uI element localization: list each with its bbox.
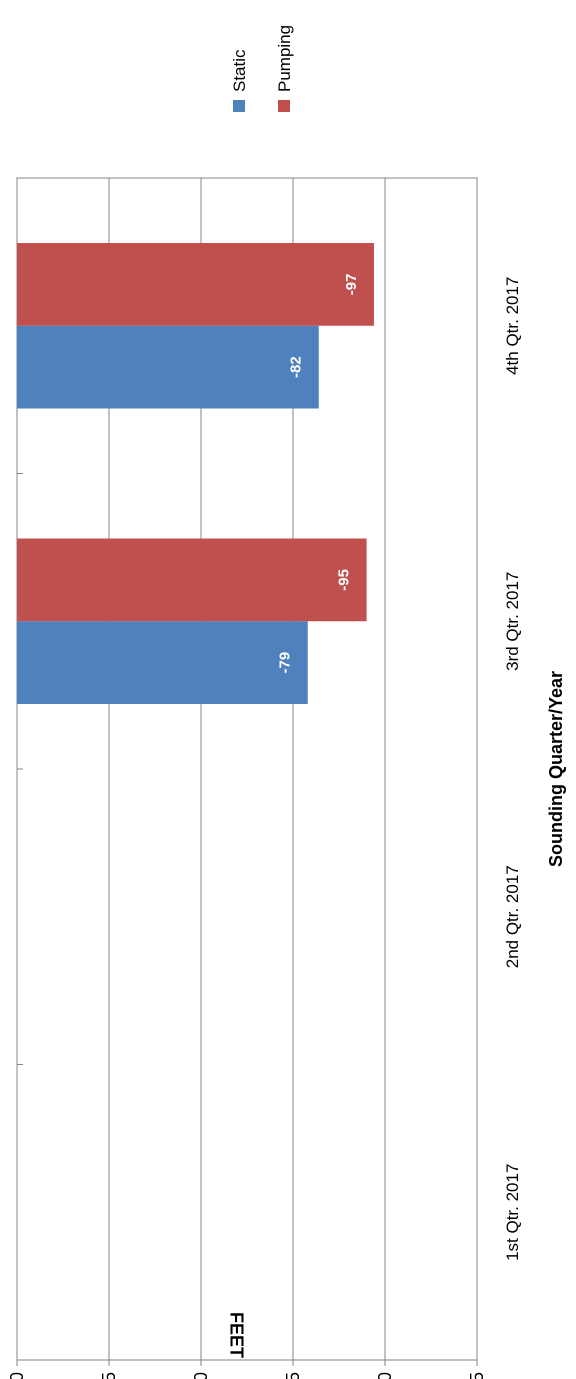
category-label: 4th Qtr. 2017 (503, 277, 522, 375)
data-label: -82 (288, 356, 305, 378)
legend-label: Pumping (275, 25, 294, 92)
category-label: 2nd Qtr. 2017 (503, 865, 522, 968)
value-tick-label: -25 (99, 1372, 119, 1379)
value-tick-label: -50 (191, 1372, 211, 1379)
bar-pumping (17, 243, 374, 326)
legend: Static Pumping (230, 25, 294, 112)
data-labels: -79 -95 -82 -97 (277, 274, 360, 674)
legend-label: Static (230, 49, 249, 92)
y-axis-title: FEET (226, 1312, 246, 1358)
data-label: -95 (336, 569, 353, 591)
category-label: 1st Qtr. 2017 (503, 1164, 522, 1261)
category-label: 3rd Qtr. 2017 (503, 572, 522, 671)
category-axis-labels: 1st Qtr. 2017 2nd Qtr. 2017 3rd Qtr. 2017 4… (503, 277, 522, 1261)
value-tick-label: -75 (283, 1372, 303, 1379)
bars (17, 243, 374, 704)
value-tick-label: 0 (7, 1372, 27, 1379)
bar-pumping (17, 538, 367, 622)
data-label: -79 (277, 652, 294, 674)
legend-swatch (233, 100, 245, 112)
value-axis-ticks: 0 -25 -50 -75 -100 -125 (7, 473, 487, 1379)
legend-swatch (278, 100, 290, 112)
data-label: -97 (343, 274, 360, 296)
value-tick-label: -100 (375, 1372, 395, 1379)
bar-static (17, 621, 308, 704)
value-tick-label: -125 (467, 1372, 487, 1379)
x-axis-title: Sounding Quarter/Year (546, 671, 566, 867)
bar-static (17, 325, 319, 409)
